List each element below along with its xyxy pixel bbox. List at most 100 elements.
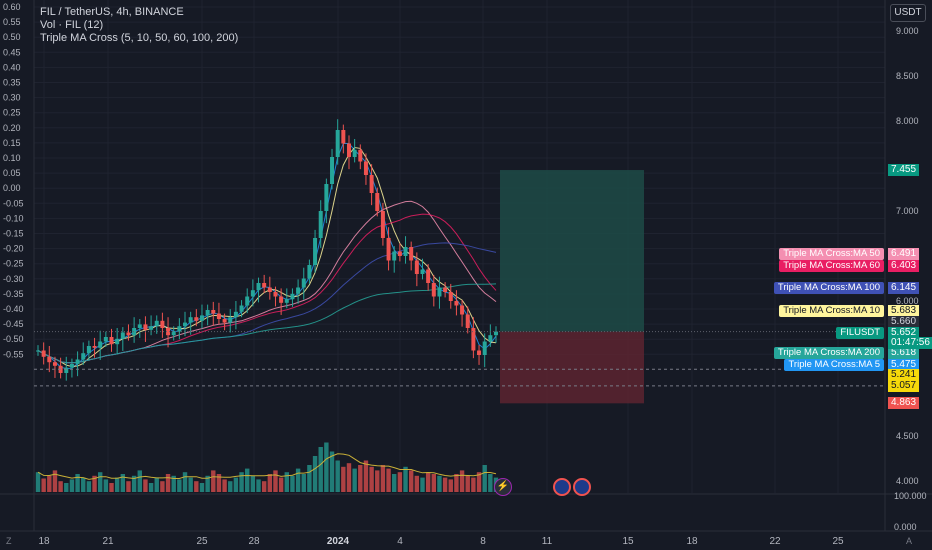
volume-bar: [148, 483, 154, 492]
volume-bar: [290, 475, 295, 492]
time-tick-label: 18: [38, 536, 50, 547]
price-levels: [34, 331, 885, 387]
candle-body: [205, 310, 210, 316]
candle-body: [86, 346, 91, 354]
grid: [0, 0, 932, 532]
volume-bar: [81, 477, 86, 492]
right-tick-label: 9.000: [896, 26, 919, 36]
volume-bar: [154, 477, 159, 492]
time-tick-label: 2024: [327, 536, 350, 547]
volume-bars: [35, 442, 499, 492]
volume-bar: [425, 472, 431, 492]
candle-body: [494, 331, 498, 336]
ma-label: Triple MA Cross:MA 100: [773, 282, 884, 294]
volume-bar: [64, 483, 69, 492]
candle-body: [143, 324, 148, 330]
countdown-tag: 01:47:56: [888, 337, 932, 349]
candle-body: [448, 292, 453, 301]
candle-body: [358, 149, 363, 162]
volume-bar: [41, 478, 46, 492]
candle-body: [346, 143, 351, 157]
indicator-legend[interactable]: Triple MA Cross (5, 10, 50, 60, 100, 200…: [40, 32, 239, 44]
left-tick-label: -0.25: [3, 259, 24, 269]
volume-bar: [295, 468, 301, 492]
candle-body: [92, 346, 97, 348]
volume-bar: [375, 470, 380, 492]
candle-body: [313, 238, 318, 265]
candle-body: [69, 364, 74, 368]
volume-bar: [386, 468, 391, 492]
time-tick-label: 25: [832, 536, 844, 547]
lightning-icon[interactable]: ⚡: [494, 478, 512, 496]
ma-value-tag: 6.145: [888, 282, 920, 294]
symbol-title[interactable]: FIL / TetherUS, 4h, BINANCE: [40, 6, 184, 18]
zoom-corner-label[interactable]: Z: [6, 536, 12, 546]
candle-body: [250, 290, 255, 297]
volume-bar: [205, 475, 210, 492]
us-flag-event-icon[interactable]: [573, 478, 591, 496]
volume-tick-label: 100.000: [894, 491, 927, 501]
left-tick-label: 0.05: [3, 168, 21, 178]
volume-bar: [448, 479, 453, 492]
volume-bar: [239, 472, 244, 492]
auto-scale-label[interactable]: A: [906, 536, 913, 546]
volume-bar: [211, 470, 216, 492]
left-tick-label: 0.50: [3, 32, 21, 42]
volume-bar: [109, 483, 114, 492]
volume-bar: [250, 475, 256, 492]
volume-bar: [228, 481, 233, 492]
volume-bar: [403, 466, 408, 492]
volume-bar: [380, 465, 386, 492]
left-tick-label: -0.45: [3, 319, 24, 329]
candle-body: [154, 320, 159, 327]
candle-body: [222, 319, 227, 323]
volume-bar: [278, 477, 284, 492]
candle-body: [454, 301, 459, 306]
position-zones[interactable]: [500, 170, 644, 404]
candle-body: [426, 269, 431, 283]
right-tick-label: 8.500: [896, 71, 919, 81]
candle-body: [414, 260, 419, 274]
left-tick-label: 0.15: [3, 138, 21, 148]
ma10-line: [37, 146, 497, 368]
candle-body: [132, 328, 137, 336]
volume-bar: [97, 472, 103, 492]
volume-bar: [69, 479, 75, 492]
last-price-tag: 5.652: [888, 327, 920, 339]
volume-ma-line: [37, 453, 497, 480]
ma-label: Triple MA Cross:MA 5: [784, 359, 884, 371]
candle-body: [233, 311, 238, 318]
currency-unit-button[interactable]: USDT: [890, 4, 926, 22]
volume-bar: [273, 470, 278, 492]
candle-body: [482, 341, 487, 355]
candle-body: [166, 328, 171, 336]
stop-price-tag: 4.863: [888, 397, 920, 410]
volume-bar: [160, 481, 165, 492]
volume-bar: [307, 465, 312, 492]
volume-bar: [397, 472, 403, 492]
left-tick-label: 0.30: [3, 93, 21, 103]
volume-bar: [465, 475, 470, 492]
candle-body: [149, 326, 154, 330]
volume-bar: [420, 477, 425, 492]
candle-body: [262, 283, 267, 288]
candle-body: [369, 175, 374, 193]
candle-body: [403, 247, 408, 256]
volume-bar: [301, 474, 306, 492]
candle-body: [81, 353, 86, 360]
volume-legend[interactable]: Vol · FIL (12): [40, 19, 104, 31]
candle-body: [296, 287, 301, 294]
candle-body: [437, 287, 442, 297]
ma-value-tag: 6.491: [888, 248, 920, 260]
us-flag-event-icon[interactable]: [553, 478, 571, 496]
candle-body: [465, 314, 470, 328]
left-tick-label: 0.00: [3, 183, 21, 193]
candle-body: [330, 157, 335, 184]
volume-bar: [392, 474, 397, 492]
volume-bar: [256, 479, 261, 492]
volume-bar: [267, 474, 273, 492]
candle-body: [279, 296, 284, 303]
candle-body: [109, 337, 114, 345]
volume-bar: [454, 474, 459, 492]
